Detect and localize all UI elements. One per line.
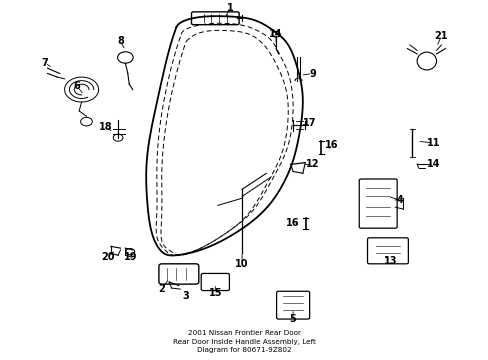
Text: 17: 17 bbox=[303, 118, 316, 129]
Text: 3: 3 bbox=[183, 291, 189, 301]
Text: 19: 19 bbox=[123, 252, 137, 262]
Text: 15: 15 bbox=[208, 288, 222, 298]
Text: 16: 16 bbox=[325, 140, 338, 150]
Text: 16: 16 bbox=[286, 218, 299, 228]
Text: 1: 1 bbox=[226, 3, 233, 13]
Text: 13: 13 bbox=[383, 256, 396, 266]
Text: 8: 8 bbox=[117, 36, 123, 46]
Text: 7: 7 bbox=[41, 58, 48, 68]
Text: 11: 11 bbox=[427, 138, 440, 148]
Text: 9: 9 bbox=[308, 68, 315, 78]
Text: 6: 6 bbox=[73, 81, 80, 91]
Text: 20: 20 bbox=[102, 252, 115, 262]
Text: 12: 12 bbox=[305, 159, 319, 170]
Text: 14: 14 bbox=[269, 29, 282, 39]
Text: 5: 5 bbox=[289, 314, 296, 324]
Text: 10: 10 bbox=[235, 259, 248, 269]
Text: 2001 Nissan Frontier Rear Door
Rear Door Inside Handle Assembly, Left
Diagram fo: 2001 Nissan Frontier Rear Door Rear Door… bbox=[173, 330, 315, 353]
Text: 14: 14 bbox=[427, 159, 440, 170]
Text: 2: 2 bbox=[158, 284, 165, 294]
Text: 18: 18 bbox=[99, 122, 113, 132]
Text: 21: 21 bbox=[434, 31, 447, 41]
Text: 4: 4 bbox=[396, 195, 403, 205]
